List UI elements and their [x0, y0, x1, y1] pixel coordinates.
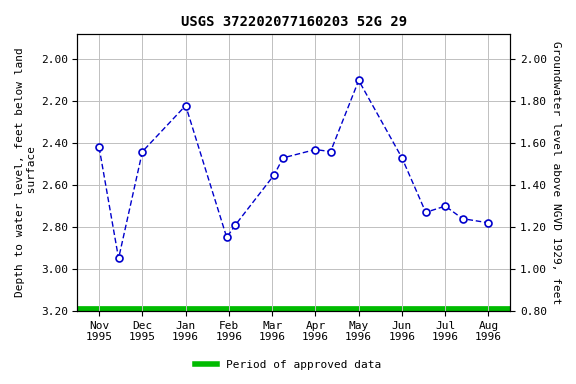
Title: USGS 372202077160203 52G 29: USGS 372202077160203 52G 29 — [181, 15, 407, 29]
Y-axis label: Groundwater level above NGVD 1929, feet: Groundwater level above NGVD 1929, feet — [551, 41, 561, 304]
Legend: Period of approved data: Period of approved data — [191, 356, 385, 375]
Y-axis label: Depth to water level, feet below land
 surface: Depth to water level, feet below land su… — [15, 48, 37, 298]
